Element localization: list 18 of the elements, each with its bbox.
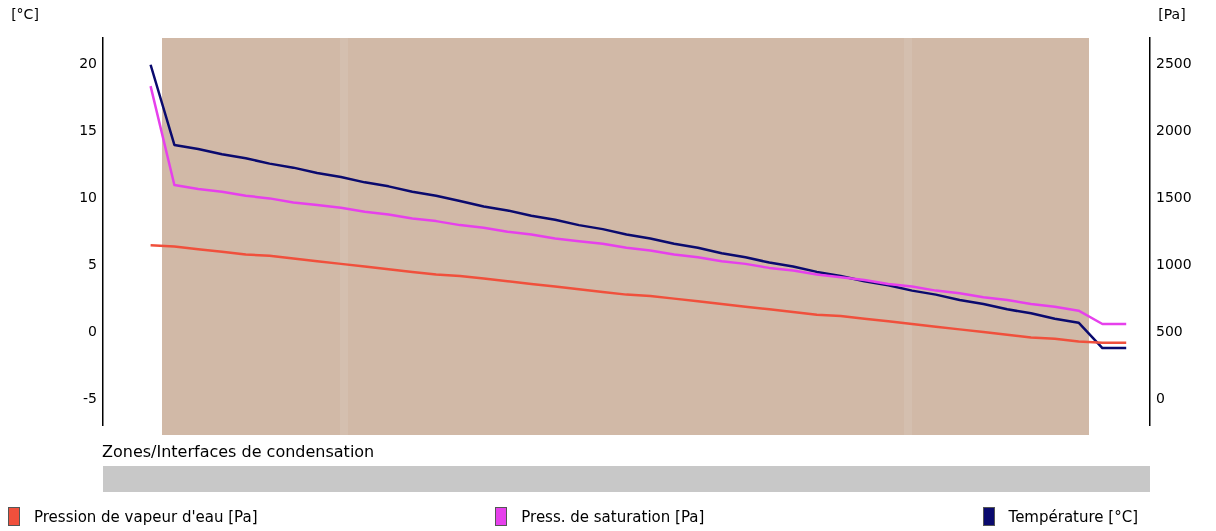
y-tick-label: 20 [79, 55, 97, 72]
y-tick-label: -5 [83, 389, 97, 406]
legend-label: Press. de saturation [Pa] [521, 507, 705, 526]
y-tick-label: 10 [79, 189, 97, 206]
y2-tick-label: 1500 [1156, 189, 1192, 206]
y2-tick-label: 1000 [1156, 255, 1192, 272]
y-axis-title: [°C] [11, 5, 39, 22]
text: Zones/Interfaces de condensation [102, 442, 375, 461]
y2-axis-title: [Pa] [1158, 5, 1186, 22]
y-tick-label: 5 [88, 255, 97, 272]
y-tick-label: 15 [79, 122, 97, 139]
y2-tick-label: 2000 [1156, 122, 1192, 139]
y-tick-label: 0 [88, 322, 97, 339]
legend-label: Température [°C] [1008, 507, 1138, 526]
y2-tick-label: 0 [1156, 389, 1165, 406]
y2-tick-label: 2500 [1156, 55, 1192, 72]
y2-tick-label: 500 [1156, 322, 1183, 339]
legend-label: Pression de vapeur d'eau [Pa] [34, 507, 258, 526]
